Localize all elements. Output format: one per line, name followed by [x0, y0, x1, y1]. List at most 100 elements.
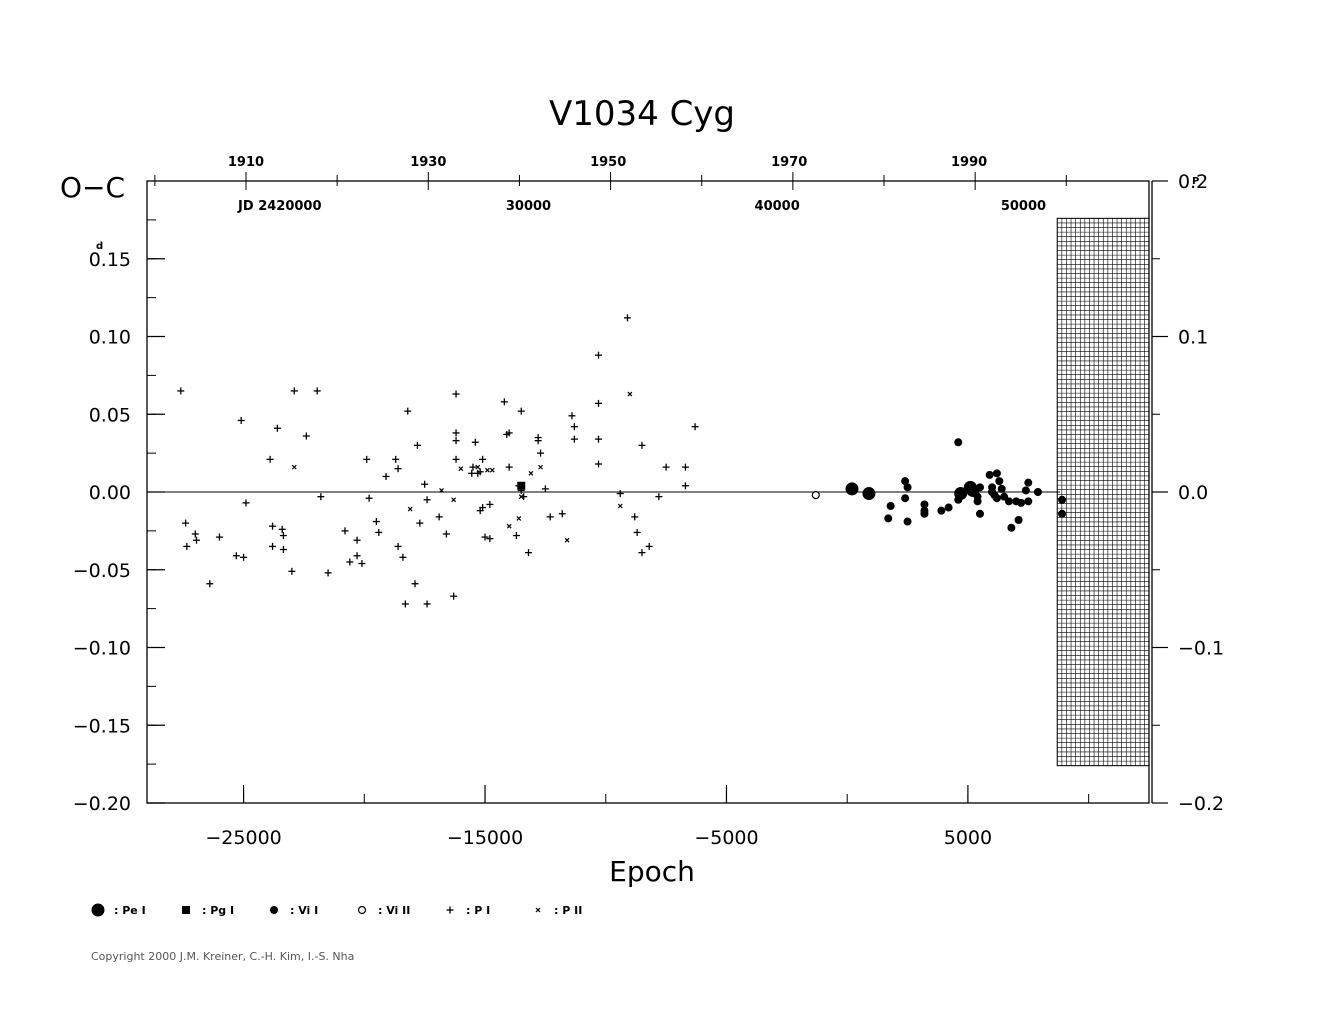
- plus-point: [452, 390, 460, 398]
- big-dot-point: [91, 903, 105, 917]
- plus-point: [232, 552, 240, 560]
- plus-point: [177, 387, 185, 395]
- plus-point: [324, 569, 332, 577]
- plus-point: [435, 513, 443, 521]
- plus-point: [558, 510, 566, 518]
- y-unit-label: d: [96, 241, 103, 252]
- dot-point: [995, 477, 1004, 486]
- plus-point: [471, 438, 479, 446]
- dot-point: [954, 495, 963, 504]
- plus-point: [313, 387, 321, 395]
- y-tick-label: 0.10: [89, 327, 131, 349]
- plus-point: [479, 455, 487, 463]
- cross-point: [475, 464, 481, 470]
- cross-point: [407, 506, 413, 512]
- plus-point: [372, 518, 380, 526]
- plus-point: [382, 472, 390, 480]
- plus-point: [655, 493, 663, 501]
- plus-point: [486, 500, 494, 508]
- jd-label: 30000: [506, 199, 551, 214]
- plus-point: [486, 535, 494, 543]
- plus-point: [450, 592, 458, 600]
- plus-point: [517, 407, 525, 415]
- plus-point: [279, 546, 287, 554]
- x-axis-ticks: −25000 −15000 −5000 5000: [205, 785, 992, 849]
- plus-point: [192, 536, 200, 544]
- plus-point: [394, 465, 402, 473]
- plus-point: [237, 416, 245, 424]
- year-ticks: 1910 1930 1950 1970 1990: [154, 155, 1067, 190]
- cross-point: [485, 467, 490, 473]
- cross-point: [528, 470, 534, 476]
- plus-point: [505, 463, 513, 471]
- plus-point: [392, 455, 400, 463]
- plus-point: [290, 387, 298, 395]
- year-label: 1990: [951, 155, 987, 170]
- plus-point: [631, 513, 639, 521]
- plus-point: [269, 542, 277, 550]
- dot-point: [1024, 497, 1033, 506]
- plus-point: [469, 463, 477, 471]
- right-axis-ticks: 0.2 0.1 0.0 −0.1 −0.2: [1152, 171, 1224, 815]
- plus-point: [240, 553, 248, 561]
- dot-point: [973, 497, 982, 506]
- plus-point: [638, 549, 646, 557]
- y-tick-label: −0.20: [73, 793, 131, 815]
- dot-point: [975, 483, 984, 492]
- plus-point: [468, 469, 476, 477]
- plus-point: [623, 314, 631, 322]
- right-unit-label: P: [1192, 176, 1199, 187]
- plus-point: [423, 496, 431, 504]
- plus-point: [595, 435, 603, 443]
- plus-point: [288, 567, 296, 575]
- plus-point: [446, 906, 454, 914]
- plus-point: [570, 435, 578, 443]
- plus-point: [568, 412, 576, 420]
- dot-point: [988, 483, 997, 492]
- plus-point: [353, 536, 361, 544]
- y-tick-label: −0.10: [73, 638, 131, 660]
- dot-point: [1058, 509, 1067, 518]
- plus-point: [595, 351, 603, 359]
- plus-point: [452, 429, 460, 437]
- dot-point: [1017, 498, 1026, 507]
- plus-point: [691, 423, 699, 431]
- plus-point: [191, 530, 199, 538]
- cross-point: [489, 467, 495, 473]
- plus-point: [404, 407, 412, 415]
- plus-point: [302, 432, 310, 440]
- plus-point: [182, 519, 190, 527]
- y-tick-label: −0.15: [73, 715, 131, 737]
- plus-point: [633, 528, 641, 536]
- plus-point: [278, 525, 286, 533]
- cross-point: [627, 391, 633, 397]
- plus-point: [534, 437, 542, 445]
- plus-point: [500, 398, 508, 406]
- dot-point: [937, 506, 946, 515]
- plus-point: [645, 542, 653, 550]
- chart-title: V1034 Cyg: [549, 94, 735, 134]
- dot-point: [954, 438, 963, 447]
- plus-point: [394, 542, 402, 550]
- right-tick-label: −0.1: [1178, 638, 1224, 660]
- legend-label: : P II: [554, 904, 582, 917]
- x-tick-label: −25000: [205, 827, 281, 849]
- plus-point: [421, 480, 429, 488]
- plus-point: [512, 532, 520, 540]
- cross-point: [617, 503, 623, 509]
- year-label: 1970: [771, 155, 807, 170]
- plus-point: [346, 558, 354, 566]
- cross-point: [458, 466, 464, 472]
- cross-point: [535, 907, 541, 913]
- right-tick-label: −0.2: [1178, 793, 1224, 815]
- cross-point: [451, 497, 457, 503]
- plus-point: [442, 530, 450, 538]
- dot-point: [903, 517, 912, 526]
- plus-point: [317, 493, 325, 501]
- copyright-text: Copyright 2000 J.M. Kreiner, C.-H. Kim, …: [91, 950, 354, 963]
- plus-point: [242, 499, 250, 507]
- minor-ticks: [147, 219, 1160, 803]
- dot-point: [920, 500, 929, 509]
- square-point: [182, 906, 190, 914]
